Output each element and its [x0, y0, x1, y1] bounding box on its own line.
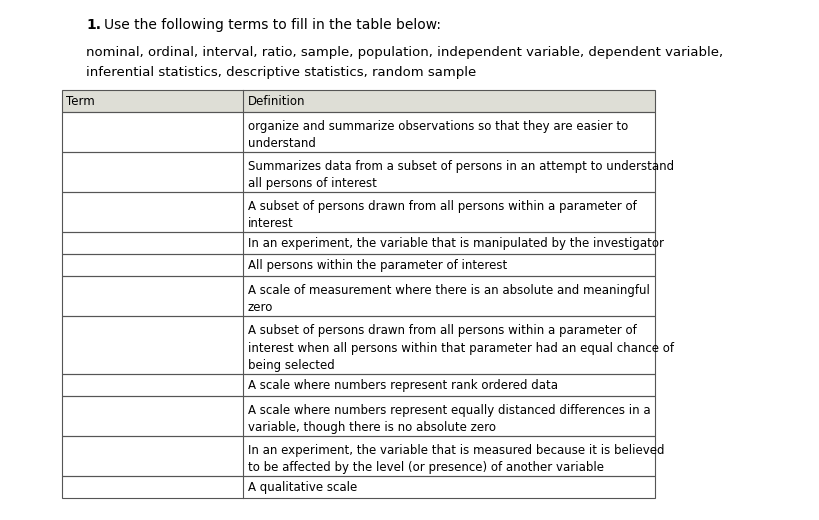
Text: All persons within the parameter of interest: All persons within the parameter of inte…: [247, 258, 507, 271]
Text: A scale of measurement where there is an absolute and meaningful: A scale of measurement where there is an…: [247, 284, 649, 297]
Bar: [61, 152, 655, 192]
Text: interest: interest: [247, 217, 293, 230]
Text: A subset of persons drawn from all persons within a parameter of: A subset of persons drawn from all perso…: [247, 324, 636, 337]
Text: A subset of persons drawn from all persons within a parameter of: A subset of persons drawn from all perso…: [247, 200, 636, 213]
Text: In an experiment, the variable that is measured because it is believed: In an experiment, the variable that is m…: [247, 444, 664, 457]
Bar: [61, 476, 655, 498]
Text: all persons of interest: all persons of interest: [247, 177, 377, 190]
Bar: [61, 374, 655, 396]
Text: understand: understand: [247, 137, 315, 150]
Text: A scale where numbers represent rank ordered data: A scale where numbers represent rank ord…: [247, 379, 558, 392]
Text: being selected: being selected: [247, 359, 334, 372]
Bar: [61, 232, 655, 254]
Bar: [61, 276, 655, 316]
Text: Term: Term: [66, 95, 95, 108]
Bar: [61, 90, 655, 112]
Bar: [61, 192, 655, 232]
Text: In an experiment, the variable that is manipulated by the investigator: In an experiment, the variable that is m…: [247, 237, 663, 250]
Bar: [61, 396, 655, 436]
Text: Summarizes data from a subset of persons in an attempt to understand: Summarizes data from a subset of persons…: [247, 160, 674, 173]
Text: 1.: 1.: [86, 18, 102, 32]
Bar: [61, 436, 655, 476]
Text: inferential statistics, descriptive statistics, random sample: inferential statistics, descriptive stat…: [86, 66, 477, 79]
Bar: [61, 112, 655, 152]
Text: nominal, ordinal, interval, ratio, sample, population, independent variable, dep: nominal, ordinal, interval, ratio, sampl…: [86, 46, 723, 59]
Text: A qualitative scale: A qualitative scale: [247, 480, 357, 493]
Text: variable, though there is no absolute zero: variable, though there is no absolute ze…: [247, 421, 495, 434]
Text: organize and summarize observations so that they are easier to: organize and summarize observations so t…: [247, 120, 628, 133]
Text: zero: zero: [247, 301, 273, 314]
Text: A scale where numbers represent equally distanced differences in a: A scale where numbers represent equally …: [247, 404, 650, 417]
Text: to be affected by the level (or presence) of another variable: to be affected by the level (or presence…: [247, 461, 604, 474]
Bar: [61, 316, 655, 374]
Text: Use the following terms to fill in the table below:: Use the following terms to fill in the t…: [104, 18, 441, 32]
Bar: [61, 254, 655, 276]
Text: Definition: Definition: [247, 95, 305, 108]
Text: interest when all persons within that parameter had an equal chance of: interest when all persons within that pa…: [247, 342, 674, 355]
